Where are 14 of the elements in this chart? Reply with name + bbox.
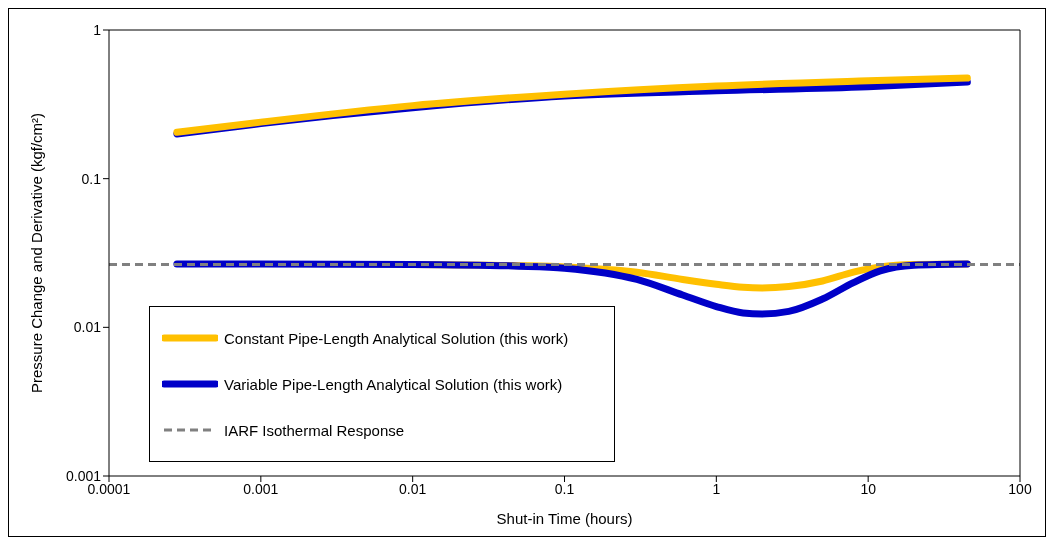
x-tick-label: 1 (712, 480, 721, 497)
legend-label: Variable Pipe-Length Analytical Solution (this work) (224, 375, 563, 393)
legend-label: IARF Isothermal Response (224, 421, 405, 439)
y-tick-label: 1 (93, 21, 102, 38)
y-axis-title: Pressure Change and Derivative (kgf/cm²) (28, 112, 46, 394)
x-axis-title: Shut-in Time (hours) (496, 510, 633, 527)
y-tick-label: 0.1 (81, 170, 102, 187)
x-tick-label: 100 (1008, 480, 1032, 497)
legend-label: Constant Pipe-Length Analytical Solution (this work) (224, 329, 569, 347)
x-tick-label: 0.001 (243, 480, 279, 497)
x-tick-label: 0.01 (399, 480, 427, 497)
y-tick-label: 0.01 (73, 319, 102, 336)
x-tick-label: 0.1 (554, 480, 575, 497)
x-tick-label: 10 (860, 480, 877, 497)
